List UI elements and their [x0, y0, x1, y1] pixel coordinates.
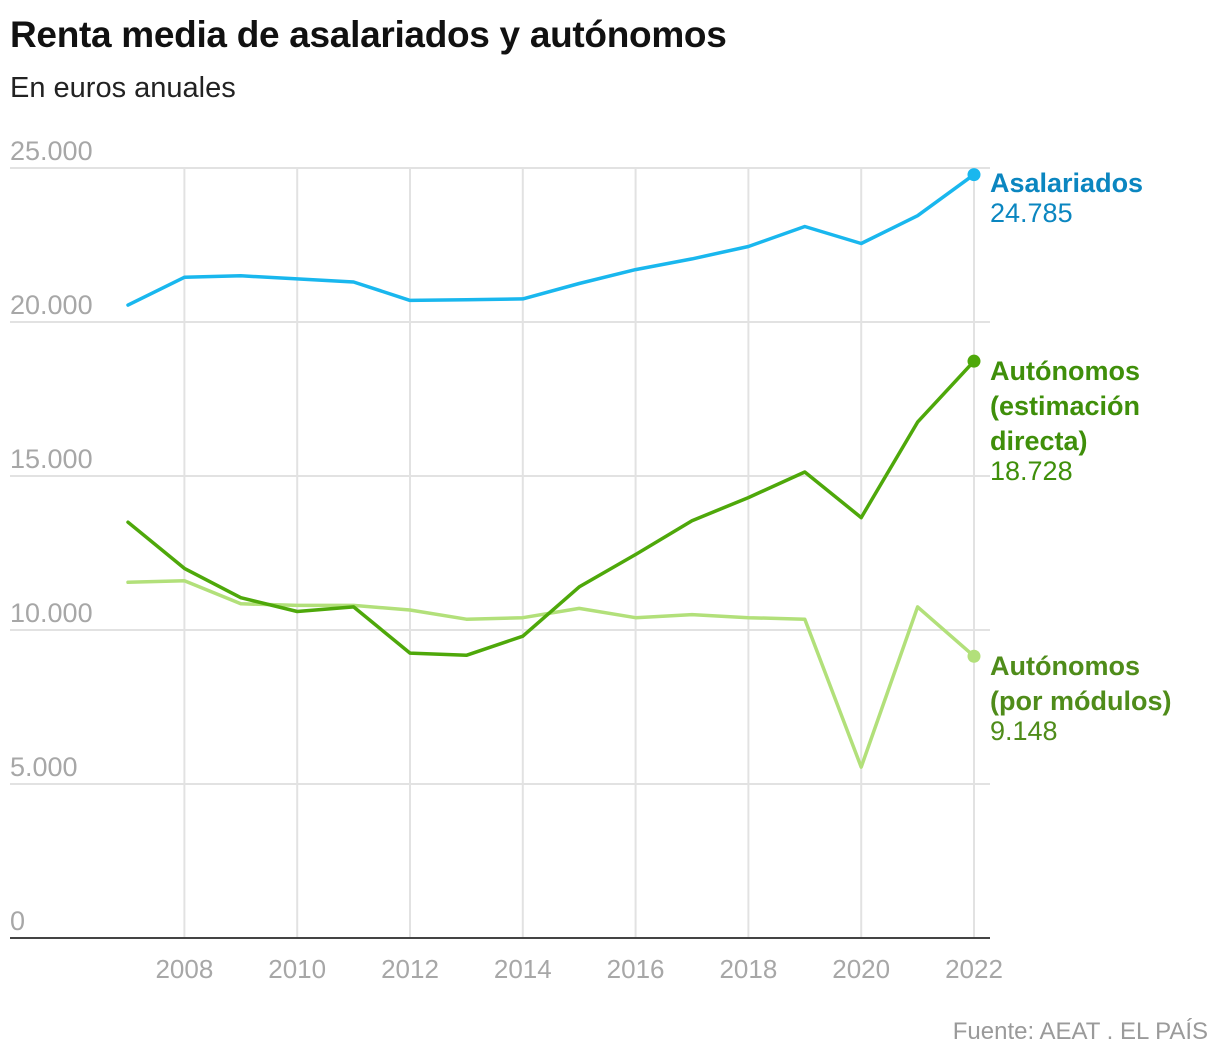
series-end-dot-directa: [967, 354, 981, 368]
series-end-dot-modulos: [967, 649, 981, 663]
axis-layer: 2008 2010 2012 2014 2016 2018 2020 2022 0 5.000 10…: [10, 136, 1003, 984]
y-tick-label: 15.000: [10, 444, 93, 474]
y-tick-label: 25.000: [10, 136, 93, 166]
series-name-modulos: (por módulos): [990, 686, 1171, 716]
chart-title: Renta media de asalariados y autónomos: [10, 14, 727, 55]
x-tick-label: 2008: [155, 954, 213, 984]
series-name-modulos: Autónomos: [990, 651, 1140, 681]
series-value-modulos: 9.148: [990, 716, 1058, 746]
x-tick-label: 2018: [719, 954, 777, 984]
series-line-directa: [126, 359, 976, 658]
series-value-asalariados: 24.785: [990, 198, 1073, 228]
x-tick-label: 2012: [381, 954, 439, 984]
x-tick-label: 2016: [607, 954, 665, 984]
x-tick-label: 2020: [832, 954, 890, 984]
series-value-directa: 18.728: [990, 456, 1073, 486]
x-tick-label: 2014: [494, 954, 552, 984]
series-layer: [126, 168, 981, 769]
y-tick-label: 10.000: [10, 598, 93, 628]
grid-layer: [10, 167, 990, 938]
y-tick-label: 5.000: [10, 752, 78, 782]
y-tick-label: 20.000: [10, 290, 93, 320]
series-name-asalariados: Asalariados: [990, 168, 1143, 198]
source-note: Fuente: AEAT . EL PAÍS: [952, 1018, 1208, 1045]
x-tick-label: 2022: [945, 954, 1003, 984]
series-line-modulos: [126, 578, 976, 769]
x-tick-label: 2010: [268, 954, 326, 984]
chart-subtitle: En euros anuales: [10, 72, 236, 104]
series-line-asalariados: [126, 172, 976, 307]
series-name-directa: (estimación: [990, 391, 1140, 421]
series-name-directa: directa): [990, 426, 1088, 456]
series-name-directa: Autónomos: [990, 356, 1140, 386]
series-end-dot-asalariados: [967, 168, 981, 182]
y-tick-label: 0: [10, 906, 25, 936]
